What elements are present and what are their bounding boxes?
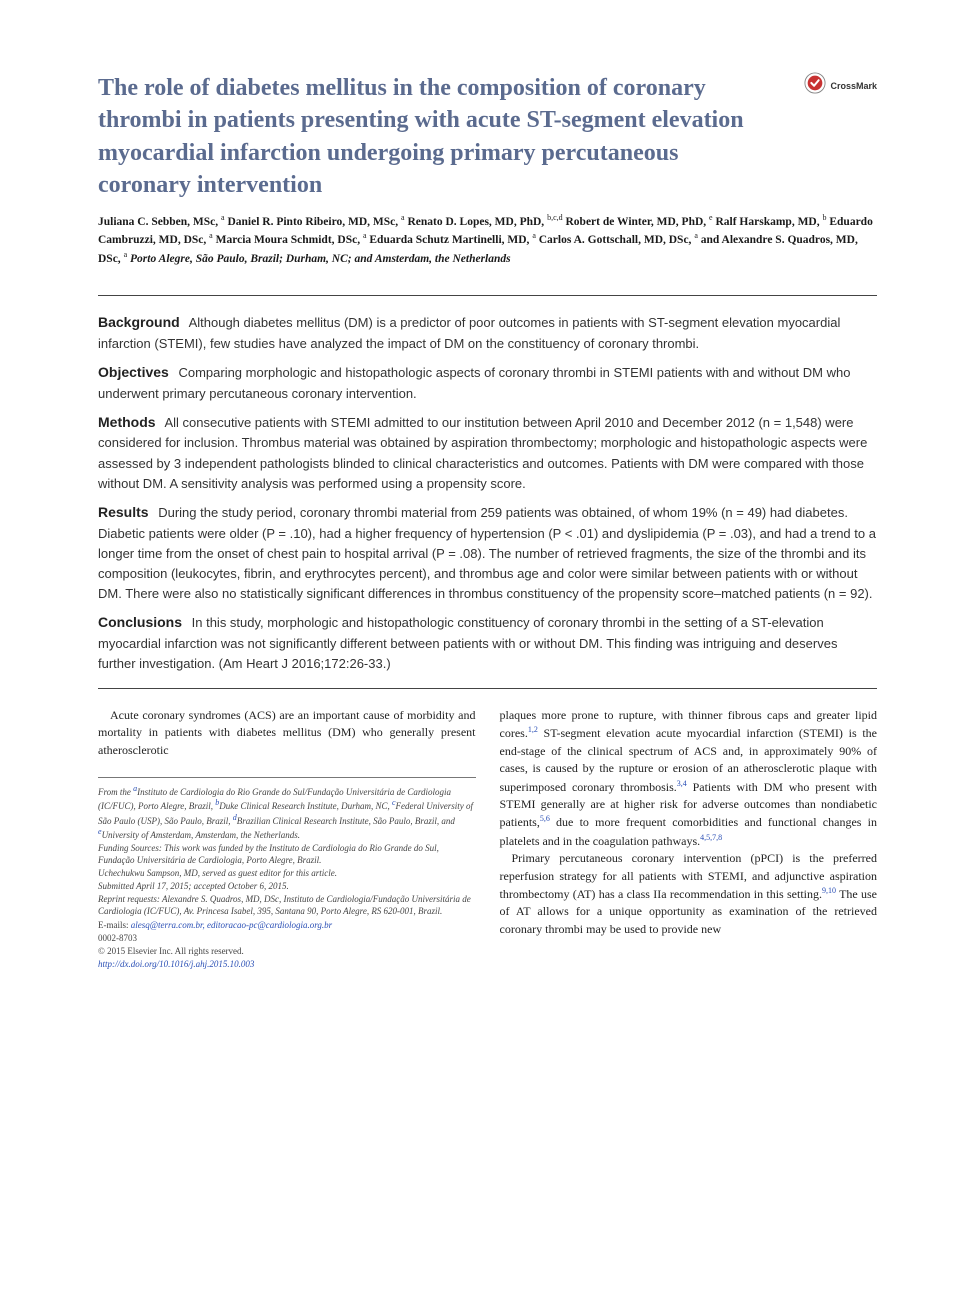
abstract-conclusions: Conclusions In this study, morphologic a…	[98, 612, 877, 674]
abstract-head-methods: Methods	[98, 414, 156, 430]
abstract-text-objectives: Comparing morphologic and histopathologi…	[98, 365, 850, 401]
divider-bottom	[98, 688, 877, 689]
footer-issn: 0002-8703	[98, 932, 476, 944]
abstract-background: Background Although diabetes mellitus (D…	[98, 312, 877, 354]
footer-doi: http://dx.doi.org/10.1016/j.ahj.2015.10.…	[98, 958, 476, 970]
footer-guest-editor: Uchechukwu Sampson, MD, served as guest …	[98, 867, 476, 879]
article-title: The role of diabetes mellitus in the com…	[98, 72, 877, 202]
crossmark-badge[interactable]: CrossMark	[804, 72, 877, 99]
article-footer-meta: From the aInstituto de Cardiologia do Ri…	[98, 777, 476, 970]
footer-affiliations: From the aInstituto de Cardiologia do Ri…	[98, 784, 476, 841]
footer-email-2[interactable]: editoracao-pc@cardiologia.org.br	[207, 920, 332, 930]
footer-emails-label: E-mails:	[98, 920, 129, 930]
abstract-text-methods: All consecutive patients with STEMI admi…	[98, 415, 867, 491]
abstract-head-conclusions: Conclusions	[98, 614, 182, 630]
footer-email-1[interactable]: alesq@terra.com.br	[131, 920, 203, 930]
abstract-head-objectives: Objectives	[98, 364, 169, 380]
article-header: The role of diabetes mellitus in the com…	[98, 72, 877, 267]
body-para-2: plaques more prone to rupture, with thin…	[500, 707, 878, 850]
abstract-results: Results During the study period, coronar…	[98, 502, 877, 604]
abstract-text-background: Although diabetes mellitus (DM) is a pre…	[98, 315, 840, 351]
footer-copyright: © 2015 Elsevier Inc. All rights reserved…	[98, 945, 476, 957]
author-list: Juliana C. Sebben, MSc, a Daniel R. Pint…	[98, 212, 877, 268]
footer-emails: E-mails: alesq@terra.com.br, editoracao-…	[98, 919, 476, 931]
abstract-text-conclusions: In this study, morphologic and histopath…	[98, 615, 837, 671]
abstract-methods: Methods All consecutive patients with ST…	[98, 412, 877, 494]
crossmark-icon	[804, 72, 826, 99]
crossmark-label: CrossMark	[830, 81, 877, 91]
footer-reprint: Reprint requests: Alexandre S. Quadros, …	[98, 893, 476, 917]
footer-doi-link[interactable]: http://dx.doi.org/10.1016/j.ahj.2015.10.…	[98, 959, 254, 969]
article-body: Acute coronary syndromes (ACS) are an im…	[98, 707, 877, 970]
footer-dates: Submitted April 17, 2015; accepted Octob…	[98, 880, 476, 892]
body-para-1: Acute coronary syndromes (ACS) are an im…	[98, 707, 476, 759]
abstract-text-results: During the study period, coronary thromb…	[98, 505, 876, 601]
abstract-head-background: Background	[98, 314, 180, 330]
footer-funding: Funding Sources: This work was funded by…	[98, 842, 476, 866]
abstract-head-results: Results	[98, 504, 149, 520]
abstract-objectives: Objectives Comparing morphologic and his…	[98, 362, 877, 404]
divider-top	[98, 295, 877, 296]
body-para-3: Primary percutaneous coronary interventi…	[500, 850, 878, 938]
